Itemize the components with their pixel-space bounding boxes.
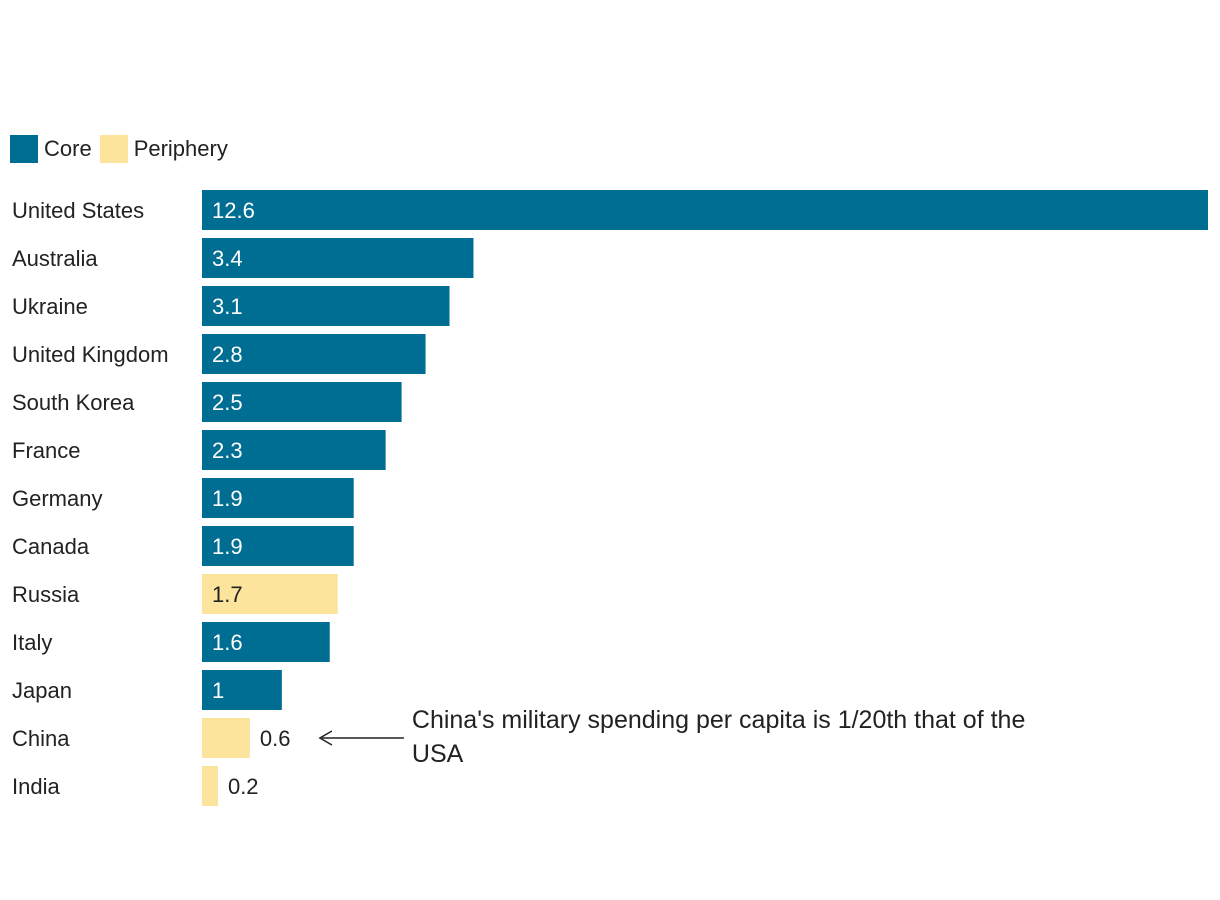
category-label: United States: [12, 198, 144, 223]
data-label: 1.9: [212, 486, 243, 511]
category-label: France: [12, 438, 80, 463]
legend-label-core: Core: [44, 136, 92, 161]
category-label: Canada: [12, 534, 90, 559]
legend-item-periphery: Periphery: [99, 135, 228, 163]
annotation-text: China's military spending per capita is …: [412, 706, 1025, 734]
annotation-text: USA: [412, 740, 464, 768]
category-label: China: [12, 726, 70, 751]
data-label: 2.3: [212, 438, 243, 463]
category-label: South Korea: [12, 390, 135, 415]
bar: [202, 190, 1208, 230]
category-label: Ukraine: [12, 294, 88, 319]
category-label: Japan: [12, 678, 72, 703]
data-label: 1.6: [212, 630, 243, 655]
legend-swatch-core: [10, 135, 38, 163]
bar: [202, 382, 402, 422]
data-label: 0.2: [228, 774, 259, 799]
bar: [202, 670, 282, 710]
bar: [202, 238, 474, 278]
bar: [202, 718, 250, 758]
bar: [202, 574, 338, 614]
category-label: Italy: [12, 630, 52, 655]
legend-swatch-periphery: [99, 135, 128, 163]
bar: [202, 334, 426, 374]
bar: [202, 622, 330, 662]
data-label: 2.5: [212, 390, 243, 415]
data-label: 1: [212, 678, 224, 703]
data-label: 3.4: [212, 246, 243, 271]
data-label: 3.1: [212, 294, 243, 319]
bar: [202, 526, 354, 566]
annotation-arrow-head: [318, 730, 333, 746]
category-label: United Kingdom: [12, 342, 169, 367]
bar: [202, 766, 218, 806]
legend: Core Periphery: [10, 134, 236, 164]
category-label: Russia: [12, 582, 80, 607]
data-label: 12.6: [212, 198, 255, 223]
data-label: 1.7: [212, 582, 243, 607]
category-label: Germany: [12, 486, 102, 511]
data-label: 1.9: [212, 534, 243, 559]
data-label: 2.8: [212, 342, 243, 367]
bar: [202, 286, 450, 326]
bar: [202, 478, 354, 518]
category-label: Australia: [12, 246, 98, 271]
category-label: India: [12, 774, 60, 799]
bar: [202, 430, 386, 470]
data-label: 0.6: [260, 726, 291, 751]
legend-label-periphery: Periphery: [133, 136, 228, 161]
legend-item-core: Core: [10, 135, 92, 163]
